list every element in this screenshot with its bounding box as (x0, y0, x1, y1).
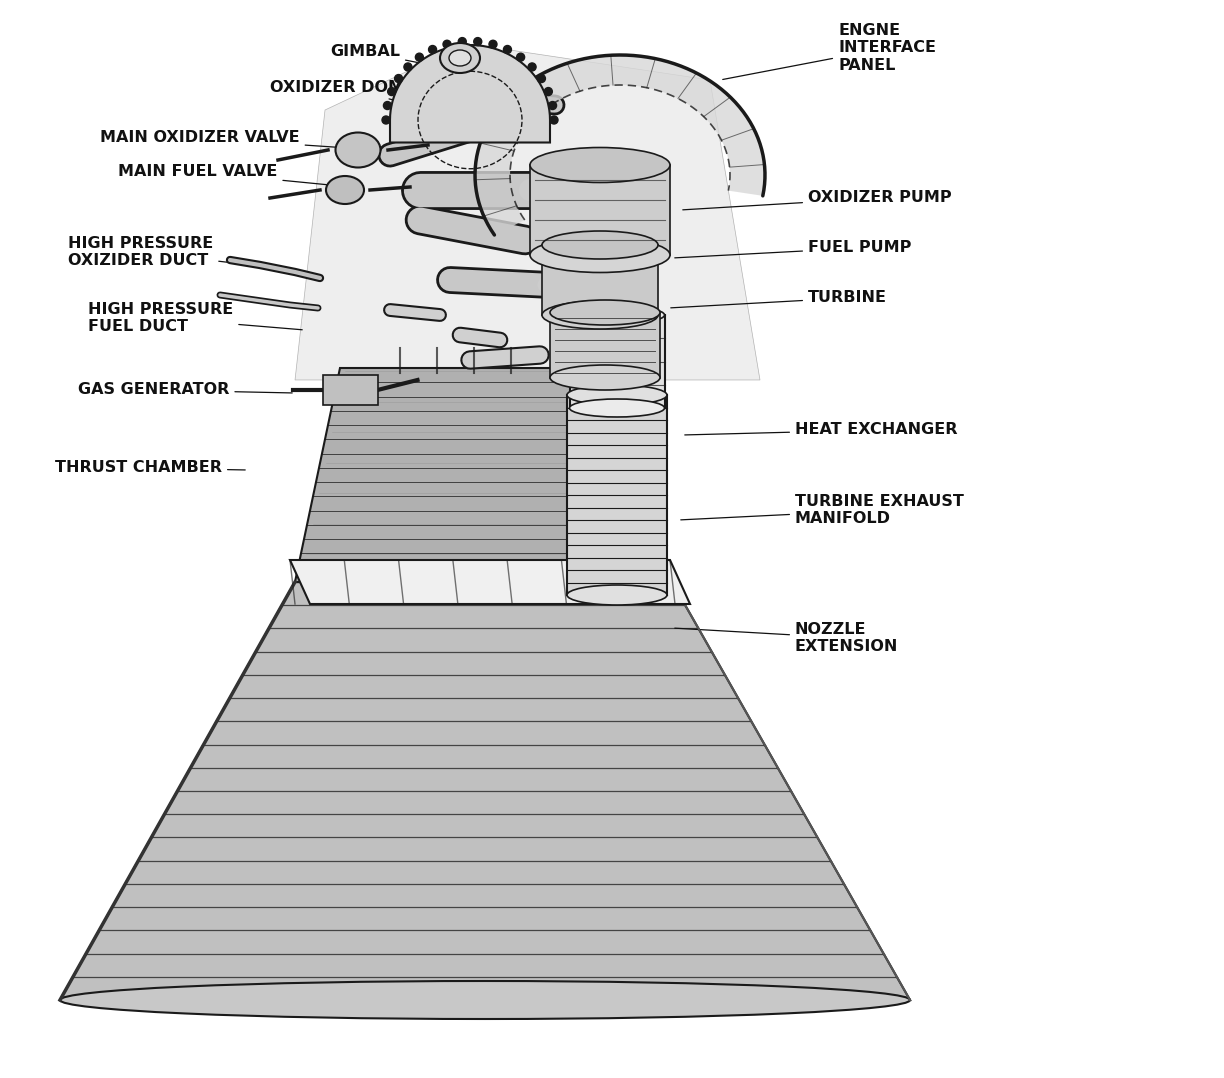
Text: TURBINE: TURBINE (671, 290, 887, 308)
Circle shape (428, 45, 437, 54)
Ellipse shape (439, 43, 480, 73)
Ellipse shape (60, 981, 909, 1019)
Text: NOZZLE
EXTENSION: NOZZLE EXTENSION (674, 622, 898, 654)
Bar (569, 315, 665, 407)
Ellipse shape (567, 585, 667, 605)
Circle shape (545, 87, 552, 96)
Ellipse shape (569, 306, 665, 324)
Polygon shape (390, 45, 550, 142)
Polygon shape (475, 55, 765, 235)
Ellipse shape (530, 148, 670, 182)
Bar (530, 165, 670, 255)
Ellipse shape (567, 385, 667, 405)
Text: OXIDIZER PUMP: OXIDIZER PUMP (683, 191, 951, 210)
Ellipse shape (550, 300, 660, 324)
Text: HIGH PRESSURE
FUEL DUCT: HIGH PRESSURE FUEL DUCT (88, 302, 302, 334)
Ellipse shape (335, 133, 381, 167)
Bar (542, 245, 659, 315)
Circle shape (474, 38, 482, 45)
Text: GIMBAL: GIMBAL (330, 44, 427, 65)
Circle shape (415, 53, 424, 61)
Polygon shape (290, 559, 690, 604)
Circle shape (394, 74, 403, 83)
Bar (550, 313, 660, 377)
Circle shape (443, 40, 450, 49)
Text: THRUST CHAMBER: THRUST CHAMBER (55, 460, 245, 475)
Circle shape (548, 101, 557, 110)
Polygon shape (295, 368, 672, 582)
Text: MAIN FUEL VALVE: MAIN FUEL VALVE (118, 165, 327, 184)
Polygon shape (295, 50, 760, 381)
Text: HIGH PRESSURE
OXIZIDER DUCT: HIGH PRESSURE OXIZIDER DUCT (69, 236, 307, 272)
Circle shape (458, 38, 466, 45)
Ellipse shape (530, 237, 670, 273)
Ellipse shape (550, 365, 660, 390)
Ellipse shape (542, 301, 659, 329)
Circle shape (528, 63, 536, 71)
Bar (567, 395, 667, 595)
Ellipse shape (449, 50, 471, 66)
Bar (322, 375, 377, 405)
Text: TURBINE EXHAUST
MANIFOLD: TURBINE EXHAUST MANIFOLD (681, 494, 963, 526)
Circle shape (488, 40, 497, 49)
Circle shape (537, 74, 546, 83)
Circle shape (404, 63, 412, 71)
Text: HEAT EXCHANGER: HEAT EXCHANGER (684, 423, 957, 438)
Text: ENGNE
INTERFACE
PANEL: ENGNE INTERFACE PANEL (722, 23, 936, 80)
Text: GAS GENERATOR: GAS GENERATOR (78, 383, 293, 398)
Text: FUEL PUMP: FUEL PUMP (674, 240, 912, 258)
Text: MAIN OXIDIZER VALVE: MAIN OXIDIZER VALVE (100, 130, 345, 148)
Circle shape (517, 53, 525, 61)
Ellipse shape (542, 231, 659, 259)
Circle shape (388, 87, 395, 96)
Ellipse shape (569, 399, 665, 417)
Circle shape (382, 116, 390, 124)
Ellipse shape (326, 176, 364, 204)
Polygon shape (60, 582, 909, 1000)
Circle shape (503, 45, 512, 54)
Circle shape (550, 116, 558, 124)
Text: OXIDIZER DOME: OXIDIZER DOME (271, 81, 415, 105)
Circle shape (383, 101, 392, 110)
